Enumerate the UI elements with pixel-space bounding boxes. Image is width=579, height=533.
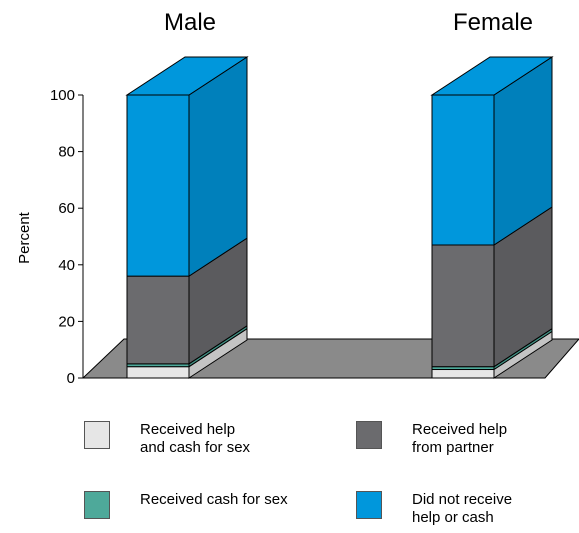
bar-segment-female-3 bbox=[431, 56, 553, 246]
legend-swatch bbox=[356, 421, 382, 449]
bar-segment-female-2 bbox=[431, 206, 553, 368]
category-labels: Male Female bbox=[164, 9, 533, 36]
y-axis: 0 20 40 60 80 100 bbox=[50, 87, 84, 387]
legend-label: Received cash for sex bbox=[140, 491, 288, 508]
y-axis-label: Percent bbox=[16, 211, 33, 264]
legend-label: Received help from partner bbox=[412, 421, 508, 456]
bar-female bbox=[430, 56, 554, 379]
y-tick-label: 100 bbox=[50, 87, 75, 104]
y-tick-label: 0 bbox=[67, 370, 75, 387]
legend-swatch bbox=[84, 491, 110, 519]
bars bbox=[125, 56, 554, 379]
bar-male bbox=[125, 56, 249, 379]
legend-swatch bbox=[84, 421, 110, 449]
category-label-male: Male bbox=[164, 9, 216, 36]
legend-item: Received help from partner bbox=[356, 421, 507, 457]
legend-item: Did not receive help or cash bbox=[356, 491, 512, 527]
legend-label: Did not receive help or cash bbox=[412, 491, 513, 526]
y-tick-label: 40 bbox=[58, 257, 75, 274]
y-tick-label: 60 bbox=[58, 200, 75, 217]
legend-swatch bbox=[356, 491, 382, 519]
legend-item: Received help and cash for sex bbox=[84, 421, 250, 457]
bar-segment-male-2 bbox=[126, 237, 248, 365]
bar-top-male bbox=[125, 56, 249, 96]
y-tick-label: 20 bbox=[58, 313, 75, 330]
legend-item: Received cash for sex bbox=[84, 491, 288, 519]
y-tick-label: 80 bbox=[58, 144, 75, 161]
category-label-female: Female bbox=[453, 9, 533, 36]
bar-top-female bbox=[430, 56, 554, 96]
legend-label: Received help and cash for sex bbox=[140, 421, 251, 456]
